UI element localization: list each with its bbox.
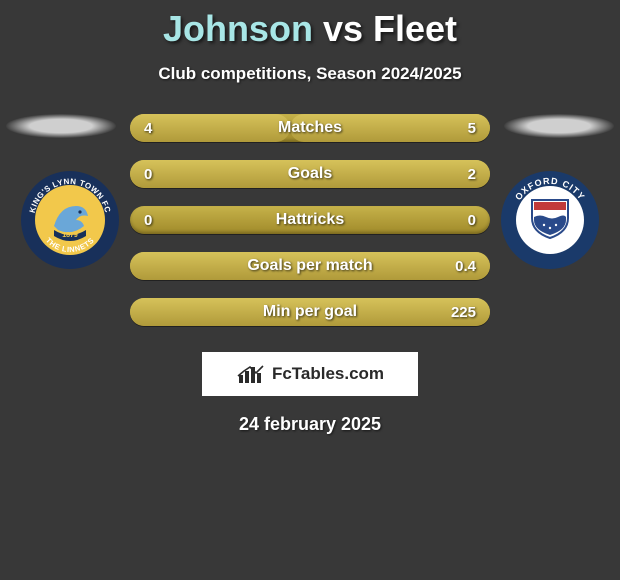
barchart-icon bbox=[236, 363, 266, 385]
stat-label: Hattricks bbox=[130, 206, 490, 234]
stat-bar: 45Matches bbox=[130, 114, 490, 142]
stat-label: Min per goal bbox=[130, 298, 490, 326]
subtitle: Club competitions, Season 2024/2025 bbox=[0, 64, 620, 84]
date-text: 24 february 2025 bbox=[0, 414, 620, 435]
player1-name: Johnson bbox=[163, 8, 313, 49]
stat-label: Matches bbox=[130, 114, 490, 142]
vs-text: vs bbox=[323, 8, 363, 49]
stat-bar: 225Min per goal bbox=[130, 298, 490, 326]
attribution-text: FcTables.com bbox=[272, 364, 384, 384]
comparison-stage: KING'S LYNN TOWN FC THE LINNETS 1879 OXF… bbox=[0, 114, 620, 344]
crest-left: KING'S LYNN TOWN FC THE LINNETS 1879 bbox=[20, 170, 120, 270]
stat-label: Goals per match bbox=[130, 252, 490, 280]
stat-label: Goals bbox=[130, 160, 490, 188]
shadow-right bbox=[504, 114, 614, 138]
stat-bar: 02Goals bbox=[130, 160, 490, 188]
stat-bars: 45Matches 02Goals 00Hattricks 0.4Goals per … bbox=[130, 114, 490, 344]
shadow-left bbox=[6, 114, 116, 138]
kings-lynn-crest-icon: KING'S LYNN TOWN FC THE LINNETS 1879 bbox=[20, 170, 120, 270]
player2-name: Fleet bbox=[373, 8, 457, 49]
comparison-title: Johnson vs Fleet bbox=[0, 0, 620, 50]
svg-text:1879: 1879 bbox=[62, 232, 78, 239]
attribution-badge: FcTables.com bbox=[202, 352, 418, 396]
stat-bar: 00Hattricks bbox=[130, 206, 490, 234]
stat-bar: 0.4Goals per match bbox=[130, 252, 490, 280]
crest-right: OXFORD CITY FOOTBALL CLUB bbox=[500, 170, 600, 270]
oxford-city-crest-icon: OXFORD CITY FOOTBALL CLUB bbox=[500, 170, 600, 270]
